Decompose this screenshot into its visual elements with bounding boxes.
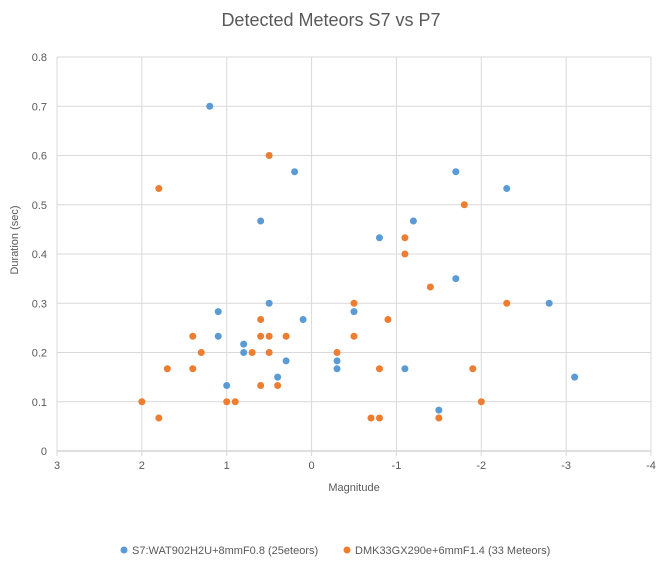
legend: S7:WAT902H2U+8mmF0.8 (25eteors) DMK33GX2…: [120, 545, 550, 557]
y-axis-label: Duration (sec): [9, 205, 21, 274]
data-point-s7: [214, 332, 222, 340]
data-point-s7: [257, 217, 265, 225]
y-tick-label: 0.7: [32, 101, 47, 113]
data-point-dmk: [155, 414, 163, 422]
x-tick-label: 0: [309, 460, 315, 472]
data-point-s7: [333, 365, 341, 373]
data-points: [138, 102, 579, 422]
data-point-s7: [452, 275, 460, 283]
data-point-dmk: [274, 381, 282, 389]
data-point-dmk: [265, 332, 273, 340]
data-point-dmk: [333, 349, 341, 356]
data-point-dmk: [189, 332, 197, 340]
y-tick-label: 0.5: [32, 200, 47, 212]
legend-label-s7: S7:WAT902H2U+8mmF0.8 (25eteors): [132, 545, 318, 557]
data-point-s7: [206, 102, 214, 110]
data-point-s7: [291, 168, 299, 176]
y-tick-label: 0.8: [32, 52, 47, 64]
data-point-s7: [350, 308, 358, 316]
data-point-dmk: [426, 283, 434, 291]
data-point-s7: [299, 316, 307, 324]
x-tick-label: 3: [54, 460, 60, 472]
x-tick-label: -2: [476, 460, 486, 472]
data-point-dmk: [469, 365, 477, 373]
data-point-s7: [214, 308, 222, 316]
data-point-dmk: [197, 349, 205, 356]
y-tick-label: 0: [41, 446, 47, 458]
data-point-dmk: [401, 250, 409, 258]
x-tick-label: -4: [646, 460, 656, 472]
data-point-dmk: [282, 332, 290, 340]
data-point-s7: [401, 365, 409, 373]
y-tick-label: 0.3: [32, 298, 47, 310]
data-point-s7: [409, 217, 417, 225]
data-point-dmk: [265, 152, 273, 159]
data-point-s7: [333, 357, 341, 365]
gridlines: [56, 56, 652, 456]
data-point-dmk: [257, 332, 265, 340]
y-tick-label: 0.2: [32, 348, 47, 360]
x-tick-label: -3: [561, 460, 571, 472]
data-point-s7: [274, 373, 282, 381]
data-point-s7: [375, 234, 383, 242]
data-point-s7: [282, 357, 290, 365]
data-point-s7: [240, 340, 248, 348]
x-axis-ticks: 3 2 1 0 -1 -2 -3 -4: [54, 460, 656, 472]
data-point-dmk: [189, 365, 197, 373]
data-point-dmk: [350, 332, 358, 340]
data-point-dmk: [503, 299, 511, 307]
y-tick-label: 0.4: [32, 249, 47, 261]
data-point-s7: [265, 299, 273, 307]
data-point-s7: [223, 381, 231, 389]
data-point-s7: [545, 299, 553, 307]
data-point-s7: [435, 406, 443, 414]
legend-marker-s7: [120, 546, 128, 554]
data-point-dmk: [163, 365, 171, 373]
data-point-dmk: [350, 299, 358, 307]
legend-marker-dmk: [343, 546, 351, 554]
x-axis-label: Magnitude: [328, 482, 379, 494]
data-point-dmk: [231, 398, 239, 406]
data-point-dmk: [155, 184, 163, 192]
data-point-s7: [503, 184, 511, 192]
legend-label-dmk: DMK33GX290e+6mmF1.4 (33 Meteors): [355, 545, 550, 557]
x-tick-label: 1: [224, 460, 230, 472]
data-point-s7: [571, 373, 579, 381]
data-point-dmk: [384, 316, 392, 324]
y-tick-label: 0.1: [32, 397, 47, 409]
data-point-dmk: [401, 234, 409, 242]
data-point-dmk: [435, 414, 443, 422]
y-axis-ticks: 0 0.1 0.2 0.3 0.4 0.5 0.6 0.7 0.8: [32, 52, 47, 458]
data-point-dmk: [138, 398, 146, 406]
data-point-dmk: [257, 316, 265, 324]
data-point-dmk: [367, 414, 375, 422]
data-point-dmk: [477, 398, 485, 406]
chart-title: Detected Meteors S7 vs P7: [221, 10, 440, 30]
data-point-dmk: [375, 414, 383, 422]
data-point-dmk: [257, 381, 265, 389]
x-tick-label: -1: [392, 460, 402, 472]
data-point-dmk: [375, 365, 383, 373]
data-point-s7: [452, 168, 460, 176]
data-point-dmk: [265, 349, 273, 356]
data-point-s7: [240, 349, 248, 356]
x-tick-label: 2: [139, 460, 145, 472]
data-point-dmk: [460, 201, 468, 209]
data-point-dmk: [223, 398, 231, 406]
y-tick-label: 0.6: [32, 151, 47, 163]
data-point-dmk: [248, 349, 256, 356]
